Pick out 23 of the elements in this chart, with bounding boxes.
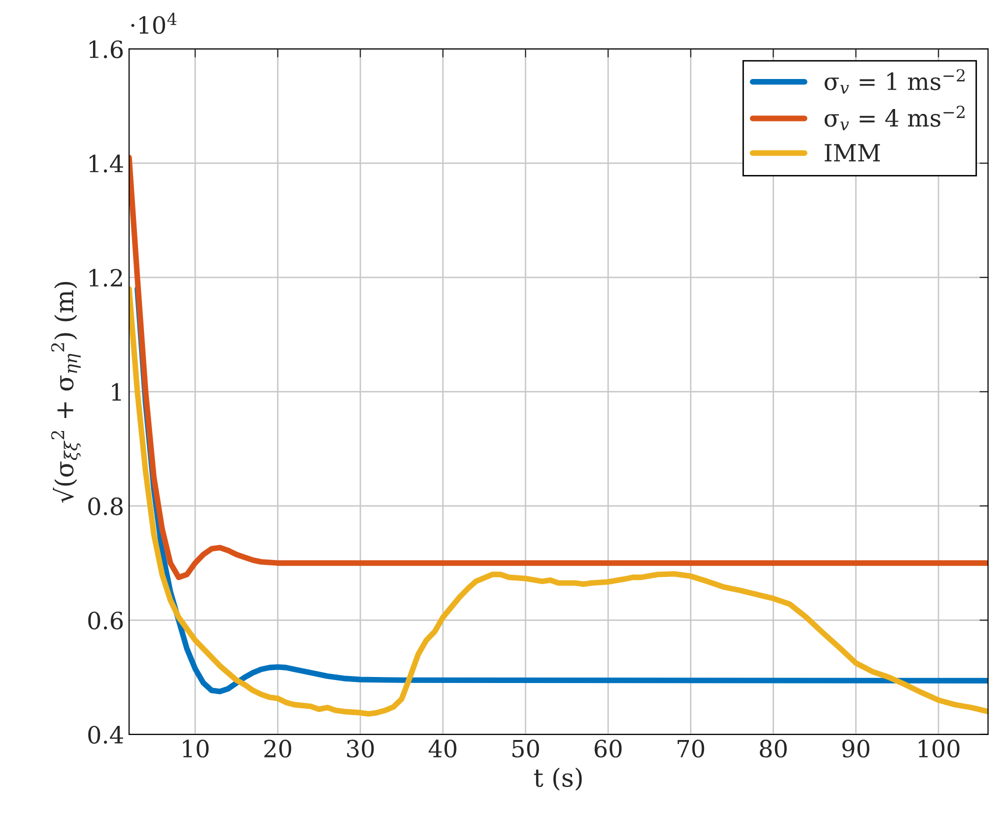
- y-tick-label: 1.4: [90, 154, 124, 173]
- x-tick-label: 20: [264, 740, 292, 758]
- x-axis-title: t (s): [534, 768, 582, 791]
- y-tick-label: 1.2: [90, 268, 122, 287]
- legend-label: σ$_{v}$ = 1 ms$^{−2}$: [824, 69, 965, 94]
- y-tick-label: 0.6: [88, 612, 123, 630]
- y-tick-label: 0.8: [88, 497, 123, 516]
- x-tick-label: 70: [678, 740, 704, 758]
- y-tick-label: 1: [112, 383, 121, 401]
- y-tick-label: 0.4: [88, 726, 124, 744]
- x-tick-label: 30: [347, 740, 374, 758]
- y-axis-title: √(σ$_{ξξ}$$^{2}$ + σ$_{ηη}$$^{2}$) (m): [51, 282, 81, 503]
- x-tick-label: 60: [594, 740, 622, 758]
- x-tick-label: 40: [428, 740, 456, 758]
- y-tick-label: 1.6: [90, 40, 123, 58]
- legend-label: IMM: [824, 144, 880, 162]
- x-tick-label: 50: [512, 740, 539, 758]
- x-tick-label: 10: [183, 740, 209, 758]
- text: ·10$^{4}$: [131, 12, 177, 34]
- x-tick-label: 90: [842, 740, 870, 758]
- x-tick-label: 80: [760, 740, 787, 758]
- x-tick-label: 100: [918, 740, 960, 758]
- legend-label: σ$_{v}$ = 4 ms$^{−2}$: [824, 106, 965, 130]
